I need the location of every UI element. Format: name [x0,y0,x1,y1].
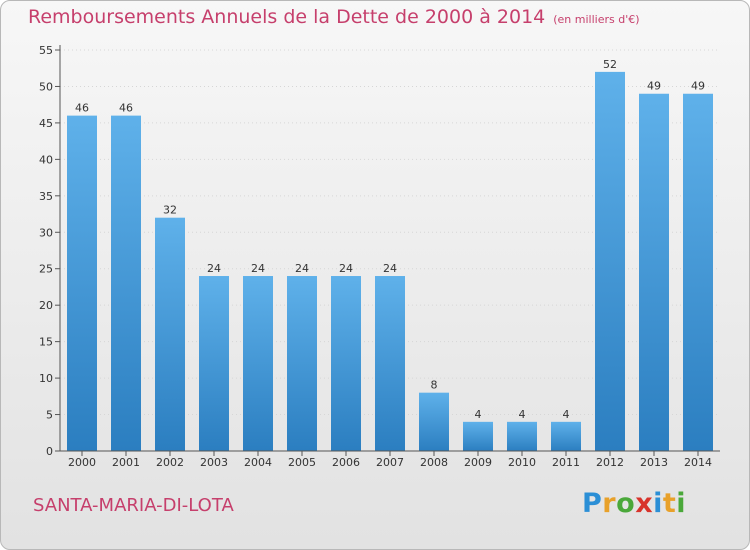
bar [199,276,229,451]
chart-title-main: Remboursements Annuels de la Dette de 20… [28,6,546,28]
x-tick-label: 2006 [332,456,360,469]
labels: 46 46 32 24 24 24 24 24 8 4 4 4 52 49 49 [75,58,705,421]
y-tick-label: 50 [39,80,53,93]
data-label: 4 [519,408,526,421]
logo-letter: P [582,488,603,519]
y-tick-label: 55 [39,44,53,57]
data-label: 32 [163,204,177,217]
data-label: 52 [603,58,617,71]
y-tick-label: 30 [39,226,53,239]
y-tick-label: 25 [39,263,53,276]
data-label: 4 [475,408,482,421]
data-label: 4 [563,408,570,421]
logo-letter: x [635,488,654,519]
x-tick-label: 2001 [112,456,140,469]
bar [683,93,713,451]
bar [419,392,449,451]
x-tick-label: 2000 [68,456,96,469]
logo-letter: o [616,488,636,519]
bar [67,115,97,452]
proxiti-logo: Proxiti [582,488,686,519]
data-label: 49 [647,80,661,93]
data-label: 24 [207,262,221,275]
x-tick-label: 2004 [244,456,272,469]
data-label: 24 [383,262,397,275]
x-tick-label: 2013 [640,456,668,469]
data-label: 46 [119,102,133,115]
logo-letter: r [602,488,617,519]
data-label: 49 [691,80,705,93]
bar [595,71,625,451]
x-tick-label: 2012 [596,456,624,469]
bar [463,421,493,451]
bar [639,93,669,451]
x-tick-label: 2014 [684,456,712,469]
x-tick-label: 2008 [420,456,448,469]
chart-unit-note: (en milliers d'€) [553,13,640,26]
x-tick-label: 2010 [508,456,536,469]
logo-letter: i [653,488,663,519]
y-tick-label: 35 [39,190,53,203]
x-tick-label: 2011 [552,456,580,469]
x-tick-label: 2007 [376,456,404,469]
y-tick-label: 20 [39,299,53,312]
logo-letter: i [676,488,687,519]
bar [243,276,273,451]
y-tick-label: 10 [39,372,53,385]
data-label: 24 [251,262,265,275]
y-tick-label: 45 [39,117,53,130]
logo-letter: t [662,488,677,519]
bar [375,276,405,451]
x-tick-label: 2005 [288,456,316,469]
y-tick-label: 40 [39,153,53,166]
x-tick-label: 2003 [200,456,228,469]
bar [551,421,581,451]
x-tick-label: 2002 [156,456,184,469]
y-tick-label: 0 [46,445,53,458]
data-label: 24 [295,262,309,275]
data-label: 46 [75,102,89,115]
bar [111,115,141,452]
data-label: 24 [339,262,353,275]
bar [155,217,185,451]
bar [287,276,317,451]
y-tick-label: 15 [39,336,53,349]
axes: 0 5 10 15 20 25 30 35 40 45 50 55 2000 2001 2002 2003 20… [39,44,720,469]
region-name: SANTA-MARIA-DI-LOTA [33,495,234,516]
bar [331,276,361,451]
x-tick-label: 2009 [464,456,492,469]
chart-title: Remboursements Annuels de la Dette de 20… [28,6,640,28]
bars [67,71,713,452]
bar [507,421,537,451]
data-label: 8 [431,379,438,392]
y-tick-label: 5 [46,409,53,422]
